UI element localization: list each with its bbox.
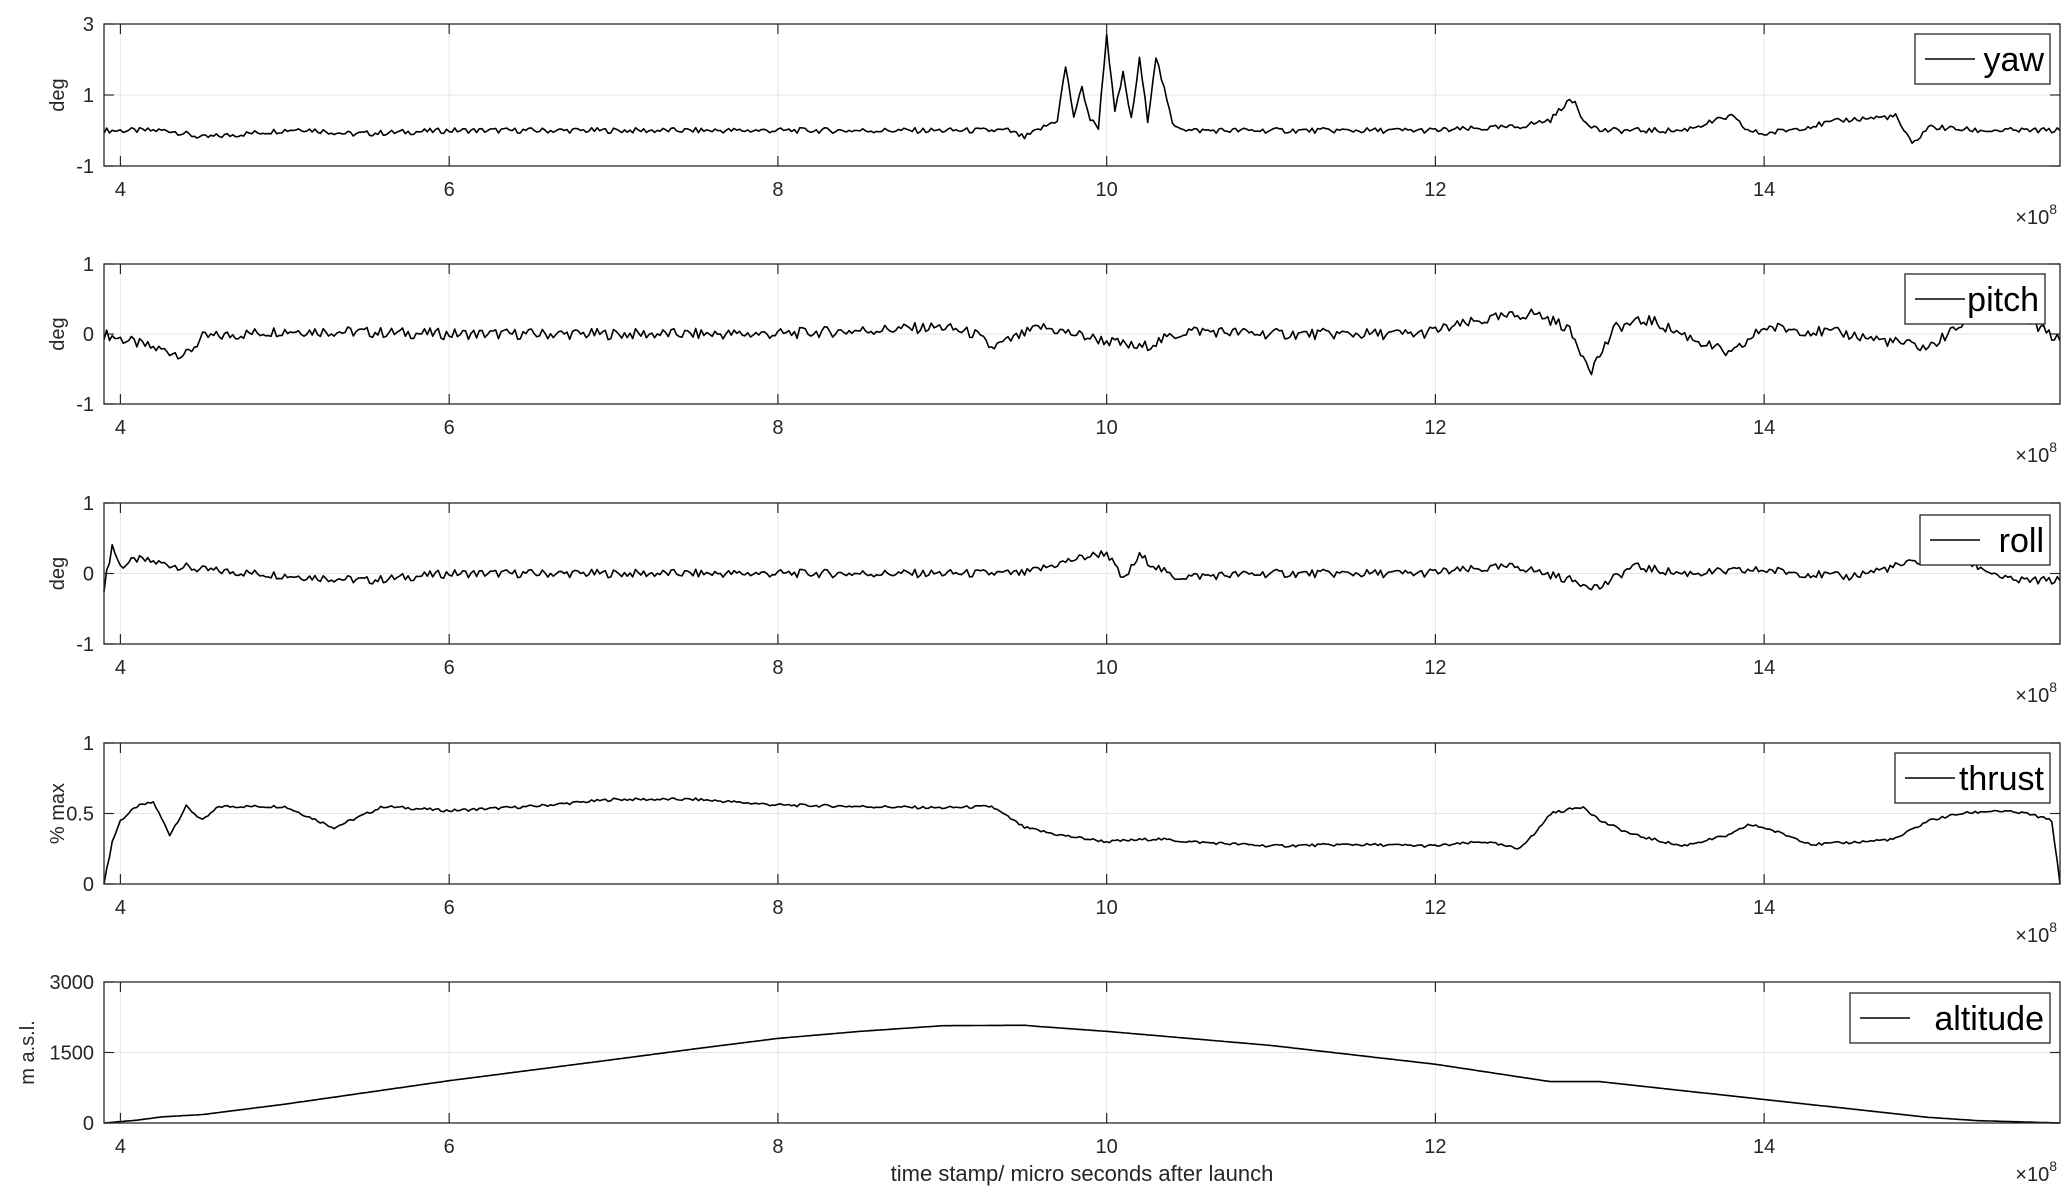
y-tick-label: 0 [83,564,94,586]
series-line-altitude [103,1024,2061,1124]
y-tick-label: 3 [83,14,94,36]
panel-yaw: 4 6 8 10 12 14 -1 1 3 deg ×108 yaw [47,14,2061,229]
x-tick-label: 10 [1096,897,1118,919]
x-tick-label: 8 [772,657,783,679]
x-tick-label: 4 [115,897,126,919]
legend: altitude [1849,992,2051,1044]
panel-altitude: 4 6 8 10 12 14 0 1500 3000 m a.s.l. ×108 altitude ti… [17,972,2061,1186]
x-tick-label: 12 [1424,179,1446,201]
x-tick-label: 14 [1753,179,1775,201]
x-tick-label: 10 [1096,179,1118,201]
x-tick-label: 12 [1424,657,1446,679]
x-tick-label: 12 [1424,897,1446,919]
x-tick-label: 14 [1753,897,1775,919]
x-tick-label: 6 [444,657,455,679]
x-exponent-power: 8 [2049,1158,2057,1174]
x-axis-label: time stamp/ micro seconds after launch [891,1161,1274,1186]
x-tick-label: 6 [444,897,455,919]
x-exponent-label: ×108 [2015,439,2057,467]
y-tick-label: 1 [83,733,94,755]
series-line-yaw [103,33,2061,144]
panel-roll: 4 6 8 10 12 14 -1 0 1 deg ×108 roll [47,493,2061,707]
x-exponent-power: 8 [2049,439,2057,455]
y-tick-label: 3000 [50,972,95,994]
x-exponent-label: ×108 [2015,919,2057,947]
legend-entry-pitch: pitch [1967,281,2039,319]
legend: pitch [1904,273,2046,325]
x-tick-label: 10 [1096,1136,1118,1158]
x-tick-label: 12 [1424,1136,1446,1158]
panel-pitch: 4 6 8 10 12 14 -1 0 1 deg ×108 pitch [47,254,2061,467]
y-axis-label: deg [47,317,69,350]
x-tick-label: 8 [772,179,783,201]
legend-entry-yaw: yaw [1984,41,2045,79]
series-line-roll [103,544,2061,592]
x-tick-label: 14 [1753,657,1775,679]
legend-entry-thrust: thrust [1959,760,2045,798]
series-line-pitch [103,308,2061,376]
y-tick-label: -1 [76,156,94,178]
x-tick-label: 14 [1753,1136,1775,1158]
y-axis-label: deg [47,78,69,111]
x-tick-label: 8 [772,417,783,439]
y-tick-label: 0.5 [66,804,94,826]
x-tick-label: 4 [115,179,126,201]
y-tick-label: 1500 [50,1043,95,1065]
y-tick-label: -1 [76,394,94,416]
y-tick-label: 1 [83,493,94,515]
y-tick-label: 0 [83,1113,94,1135]
x-exponent-label: ×108 [2015,1158,2057,1186]
y-axis-label: % max [47,783,69,844]
y-axis-label: m a.s.l. [17,1020,39,1084]
y-tick-label: 0 [83,874,94,896]
x-exponent-label: ×108 [2015,201,2057,229]
x-tick-label: 10 [1096,417,1118,439]
x-tick-label: 6 [444,417,455,439]
legend: roll [1919,514,2051,566]
x-exponent-label: ×108 [2015,679,2057,707]
y-axis-label: deg [47,557,69,590]
x-exponent-power: 8 [2049,201,2057,217]
y-tick-label: 1 [83,254,94,276]
x-exponent-power: 8 [2049,919,2057,935]
x-tick-label: 4 [115,1136,126,1158]
y-tick-label: 0 [83,324,94,346]
x-tick-label: 6 [444,1136,455,1158]
x-tick-label: 8 [772,1136,783,1158]
x-tick-label: 6 [444,179,455,201]
y-tick-label: -1 [76,634,94,656]
x-tick-label: 10 [1096,657,1118,679]
legend-entry-altitude: altitude [1934,1000,2044,1038]
x-tick-label: 4 [115,657,126,679]
y-tick-label: 1 [83,85,94,107]
x-tick-label: 12 [1424,417,1446,439]
panel-thrust: 4 6 8 10 12 14 0 0.5 1 % max ×108 thrust [47,733,2061,947]
legend: yaw [1914,33,2051,85]
series-line-thrust [103,797,2061,885]
x-tick-label: 14 [1753,417,1775,439]
legend: thrust [1894,752,2051,804]
legend-entry-roll: roll [1999,522,2044,560]
x-tick-label: 8 [772,897,783,919]
x-exponent-power: 8 [2049,679,2057,695]
x-tick-label: 4 [115,417,126,439]
